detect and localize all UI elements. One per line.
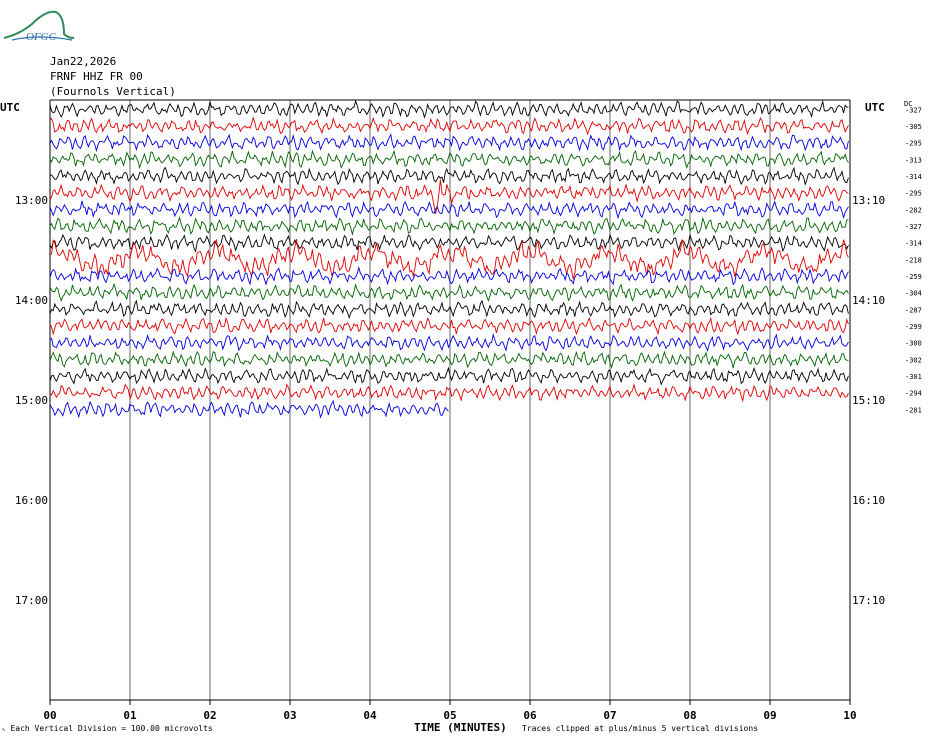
header-station: FRNF HHZ FR 00: [50, 70, 143, 83]
trace-line: [49, 116, 849, 136]
hour-label-left: 13:00: [15, 194, 48, 207]
x-tick-label: 06: [523, 709, 537, 722]
trace-line: [49, 266, 849, 286]
x-tick-label: 01: [123, 709, 137, 722]
trace-line: [49, 332, 849, 353]
hour-label-left: 16:00: [15, 494, 48, 507]
x-axis-title: TIME (MINUTES): [414, 721, 507, 734]
dc-offset-label: -300: [905, 340, 922, 348]
dc-offset-label: -305: [905, 123, 922, 131]
x-tick-label: 00: [43, 709, 56, 722]
hour-label-left: 14:00: [15, 294, 48, 307]
dc-offset-label: -304: [905, 290, 922, 298]
trace-line: [49, 166, 849, 186]
dc-offset-label: -295: [905, 190, 922, 198]
trace-line: [49, 238, 849, 281]
dc-offset-label: -314: [905, 173, 922, 181]
trace-line: [49, 99, 849, 119]
dc-offset-label: -299: [905, 323, 922, 331]
logo-mountain-icon: [3, 10, 75, 39]
dc-offset-label: -302: [905, 356, 922, 364]
x-tick-label: 04: [363, 709, 377, 722]
dc-header-label: DC: [904, 100, 912, 108]
dc-offset-label: -259: [905, 273, 922, 281]
dc-offset-label: -295: [905, 140, 922, 148]
ofgc-logo: OFGC: [3, 10, 75, 43]
scale-note: ↖ Each Vertical Division = 100.00 microv…: [2, 724, 213, 733]
scale-mark-icon: ↖: [2, 726, 6, 733]
x-tick-label: 10: [843, 709, 856, 722]
trace-line: [49, 133, 849, 153]
left-axis-utc-label: UTC: [0, 101, 20, 114]
x-tick-label: 07: [603, 709, 616, 722]
dc-offset-label: -313: [905, 156, 922, 164]
hour-label-right: 14:10: [852, 294, 885, 307]
trace-line: [49, 282, 849, 303]
trace-line: [49, 233, 849, 253]
x-tick-label: 05: [443, 709, 456, 722]
trace-line: [49, 316, 849, 336]
dc-offset-label: -314: [905, 240, 922, 248]
trace-line: [49, 366, 849, 386]
logo-text: OFGC: [26, 31, 57, 43]
trace-line: [49, 216, 849, 236]
x-tick-label: 08: [683, 709, 696, 722]
hour-label-left: 17:00: [15, 594, 48, 607]
trace-line: [49, 299, 849, 320]
dc-offset-label: -287: [905, 306, 922, 314]
right-axis-utc-label: UTC: [865, 101, 885, 114]
x-tick-label: 03: [283, 709, 296, 722]
x-tick-label: 09: [763, 709, 776, 722]
x-tick-label: 02: [203, 709, 216, 722]
dc-offset-label: -282: [905, 206, 922, 214]
trace-line: [49, 149, 849, 170]
dc-offset-label: -294: [905, 390, 922, 398]
hour-label-right: 15:10: [852, 394, 885, 407]
hour-label-right: 17:10: [852, 594, 885, 607]
dc-offset-label: -301: [905, 373, 922, 381]
dc-offset-label: -327: [905, 106, 922, 114]
clip-note: Traces clipped at plus/minus 5 vertical …: [522, 724, 759, 733]
dc-offset-label: -218: [905, 256, 922, 264]
hour-label-left: 15:00: [15, 394, 48, 407]
trace-line: [49, 179, 849, 214]
dc-offset-label: -327: [905, 223, 922, 231]
hour-label-right: 16:10: [852, 494, 885, 507]
trace-line: [49, 383, 849, 403]
dc-offset-label: -281: [905, 406, 922, 414]
header-date: Jan22,2026: [50, 55, 117, 68]
logo-swoosh-icon: [11, 36, 73, 41]
trace-line: [49, 200, 849, 220]
header-site: (Fournols Vertical): [50, 85, 176, 98]
trace-line: [49, 350, 849, 369]
trace-line: [49, 399, 449, 419]
hour-label-right: 13:10: [852, 194, 885, 207]
